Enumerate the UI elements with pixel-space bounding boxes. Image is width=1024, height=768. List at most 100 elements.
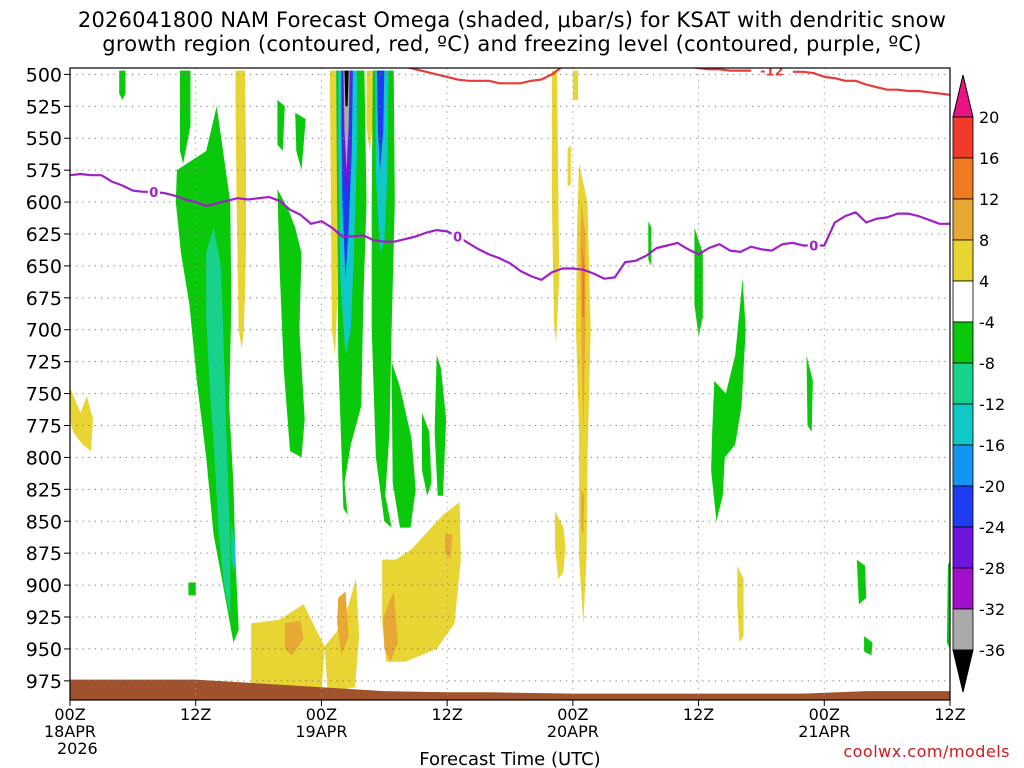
x-date-label-0: 18APR — [44, 722, 96, 741]
freezing-level-label-1: 0 — [453, 231, 462, 246]
omega-region-41 — [694, 227, 703, 337]
colorbar-bin-0 — [952, 116, 974, 159]
omega-region-10 — [277, 189, 305, 458]
omega-region-43 — [806, 355, 813, 432]
omega-region-1 — [70, 387, 93, 451]
y-tick-label-550: 550 — [26, 128, 62, 150]
y-tick-label-750: 750 — [26, 384, 62, 406]
dgz-contour-segment-1 — [689, 68, 950, 96]
omega-region-39 — [572, 70, 579, 100]
omega-region-47 — [946, 559, 950, 649]
colorbar-label-10: -24 — [979, 518, 1005, 537]
colorbar-label-9: -20 — [979, 477, 1005, 496]
y-tick-label-875: 875 — [26, 543, 62, 565]
y-tick-label-675: 675 — [26, 288, 62, 310]
y-tick-label-925: 925 — [26, 607, 62, 629]
y-tick-label-525: 525 — [26, 96, 62, 118]
colorbar: 20 16 12 8 4 -4 -8 -12 -16 -20 -24 -28 -32 -36 — [952, 74, 1005, 693]
omega-region-28 — [337, 591, 349, 656]
omega-region-29 — [382, 502, 461, 662]
y-tick-label-950: 950 — [26, 639, 62, 661]
terrain-layer — [70, 679, 950, 700]
x-year-label-0: 2026 — [57, 739, 98, 758]
omega-region-24 — [434, 355, 447, 496]
x-date-label-2: 19APR — [295, 722, 347, 741]
colorbar-label-12: -32 — [979, 600, 1005, 619]
colorbar-bin-3 — [952, 239, 974, 282]
omega-region-23 — [422, 412, 432, 496]
omega-region-42 — [711, 278, 746, 522]
y-tick-label-900: 900 — [26, 575, 62, 597]
colorbar-bin-4 — [952, 280, 974, 323]
colorbar-bin-8 — [952, 444, 974, 487]
omega-region-37 — [582, 246, 585, 317]
y-tick-label-850: 850 — [26, 511, 62, 533]
x-tick-label-3: 12Z — [431, 705, 462, 724]
colorbar-bin-5 — [952, 321, 974, 364]
colorbar-bin-6 — [952, 362, 974, 405]
freezing-label-bg-2 — [807, 237, 820, 253]
colorbar-label-1: 16 — [979, 149, 999, 168]
y-tick-label-650: 650 — [26, 256, 62, 278]
colorbar-bin-1 — [952, 157, 974, 200]
x-axis-title: Forecast Time (UTC) — [419, 749, 600, 768]
colorbar-bin-10 — [952, 526, 974, 569]
freezing-level-label-0: 0 — [149, 186, 158, 201]
omega-region-45 — [856, 559, 867, 605]
y-tick-label-725: 725 — [26, 352, 62, 374]
omega-region-3 — [180, 70, 191, 164]
colorbar-bin-2 — [952, 198, 974, 241]
colorbar-above-triangle — [952, 74, 974, 118]
omega-region-11 — [329, 70, 338, 356]
x-tick-label-0: 00Z — [54, 705, 85, 724]
colorbar-label-5: -4 — [979, 313, 995, 332]
omega-region-18 — [366, 70, 373, 151]
omega-region-22 — [391, 361, 416, 528]
x-tick-label-5: 12Z — [683, 705, 714, 724]
omega-region-46 — [864, 636, 873, 656]
freezing-level-label-2: 0 — [809, 239, 818, 254]
y-tick-label-575: 575 — [26, 160, 62, 182]
y-tick-label-700: 700 — [26, 320, 62, 342]
omega-region-38 — [581, 489, 585, 534]
x-tick-label-6: 00Z — [809, 705, 840, 724]
omega-region-32 — [551, 70, 560, 343]
y-tick-label-600: 600 — [26, 192, 62, 214]
omega-region-27 — [284, 620, 304, 656]
colorbar-bin-9 — [952, 485, 974, 528]
colorbar-label-4: 4 — [979, 272, 989, 291]
colorbar-bin-7 — [952, 403, 974, 446]
y-tick-label-775: 775 — [26, 415, 62, 437]
dgz-contour-label-0: -12 — [760, 65, 784, 80]
colorbar-bin-12 — [952, 608, 974, 651]
chart-title-line-2: growth region (contoured, red, ºC) and f… — [102, 32, 922, 56]
y-tick-label-825: 825 — [26, 479, 62, 501]
colorbar-label-3: 8 — [979, 231, 989, 250]
freezing-label-bg-0 — [147, 183, 160, 199]
x-tick-label-1: 12Z — [180, 705, 211, 724]
colorbar-label-8: -16 — [979, 436, 1005, 455]
omega-region-7 — [188, 582, 196, 596]
chart-title-line-1: 2026041800 NAM Forecast Omega (shaded, μ… — [77, 8, 947, 32]
omega-region-40 — [648, 221, 652, 266]
y-tick-label-625: 625 — [26, 224, 62, 246]
omega-region-30 — [383, 591, 398, 662]
plot-frame — [69, 67, 951, 701]
omega-shading-layer — [70, 70, 950, 694]
contour-layer: 0 0 0 -12 — [70, 65, 950, 281]
omega-region-0 — [119, 70, 126, 100]
omega-region-33 — [567, 145, 571, 187]
colorbar-below-triangle — [952, 649, 974, 693]
omega-region-21 — [377, 70, 385, 171]
colorbar-label-13: -36 — [979, 641, 1005, 660]
colorbar-label-11: -28 — [979, 559, 1005, 578]
x-tick-label-2: 00Z — [306, 705, 337, 724]
omega-region-8 — [277, 99, 285, 151]
x-date-label-6: 21APR — [798, 722, 850, 741]
omega-region-16 — [343, 70, 350, 171]
y-tick-label-500: 500 — [26, 64, 62, 86]
x-date-label-4: 20APR — [547, 722, 599, 741]
